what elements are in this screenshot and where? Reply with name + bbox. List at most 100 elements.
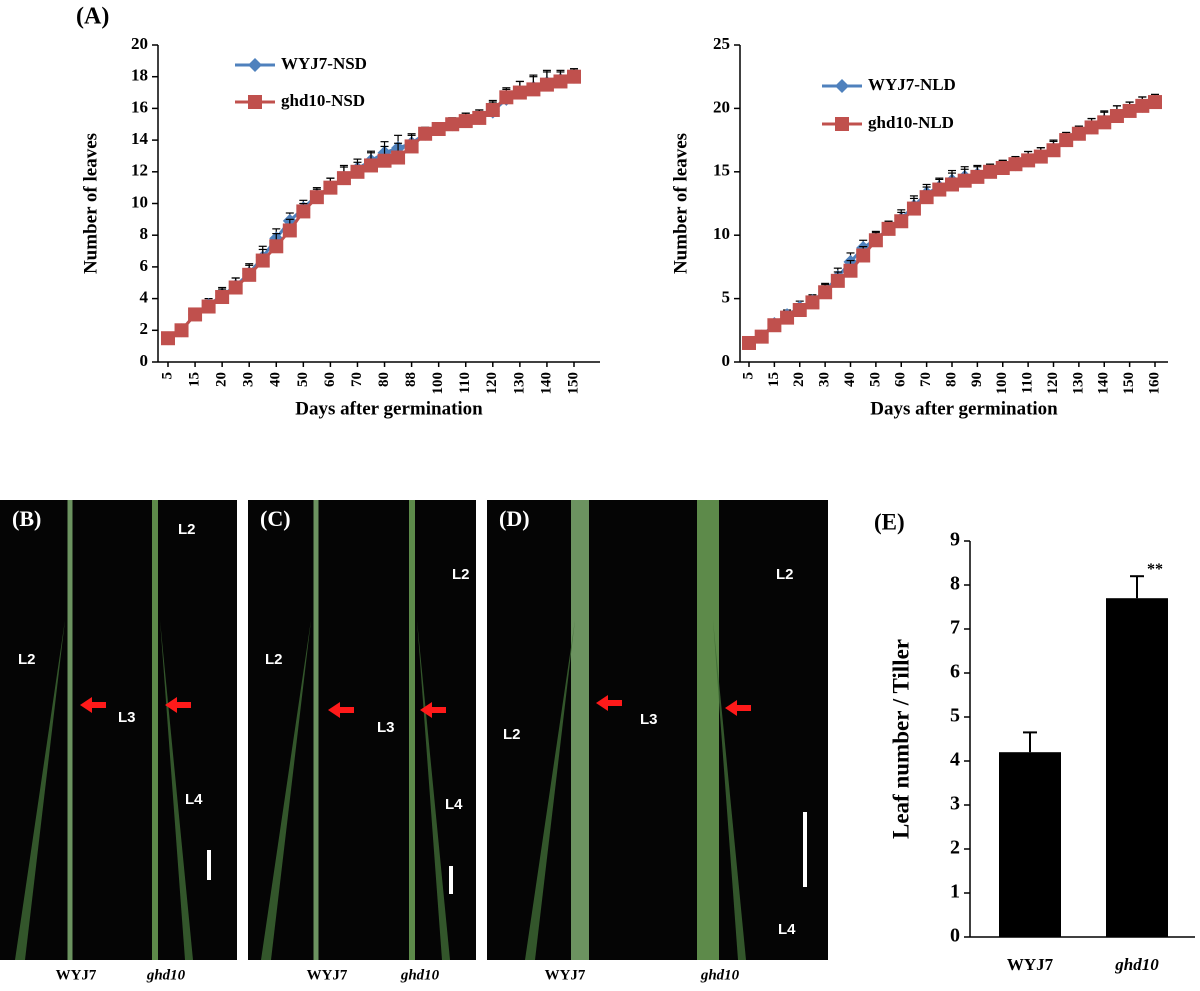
marker: [512, 85, 527, 100]
photo-caption: WYJ7: [545, 967, 586, 983]
y-tick-label: 25: [713, 34, 730, 53]
marker: [1122, 103, 1137, 118]
stem: [697, 500, 719, 960]
marker: [957, 173, 972, 188]
marker: [188, 307, 203, 322]
scale-bar: [207, 850, 211, 880]
leaf-label: L2: [776, 566, 794, 583]
y-tick-label: 6: [140, 256, 149, 275]
x-tick-label: 50: [295, 372, 311, 387]
marker: [161, 331, 175, 346]
x-tick-label: 140: [538, 372, 554, 395]
x-tick-label: 120: [1045, 372, 1061, 395]
marker: [215, 290, 230, 305]
marker: [269, 239, 284, 254]
x-tick-label: 70: [918, 372, 934, 387]
photo-caption: WYJ7: [307, 967, 348, 983]
legend-label: WYJ7-NSD: [281, 54, 367, 73]
x-tick-label: 40: [268, 372, 284, 387]
marker: [742, 335, 756, 350]
arrow: [725, 700, 751, 716]
legend-marker: [248, 58, 262, 72]
marker: [995, 160, 1010, 175]
leaf-label: L2: [452, 566, 470, 583]
marker: [391, 150, 406, 165]
x-tick-label: 110: [1020, 372, 1036, 394]
leaf-label: L4: [445, 796, 463, 813]
marker: [472, 110, 487, 125]
x-tick-label: 140: [1096, 372, 1112, 395]
x-tick-label: 100: [430, 372, 446, 395]
y-tick-label: 15: [713, 161, 730, 180]
marker: [458, 114, 473, 129]
y-tick-label: 12: [131, 161, 148, 180]
marker: [242, 267, 257, 282]
arrow: [80, 697, 106, 713]
scale-bar: [449, 866, 453, 894]
marker: [282, 223, 297, 238]
legend-label: ghd10-NSD: [281, 91, 365, 110]
y-tick-label: 10: [131, 192, 148, 211]
y-tick-label: 16: [131, 97, 148, 116]
y-tick-label: 2: [140, 319, 149, 338]
marker: [539, 77, 554, 92]
leaf-label: L2: [178, 521, 196, 538]
marker: [445, 117, 460, 132]
marker: [881, 221, 896, 236]
y-tick-label: 5: [950, 705, 960, 727]
y-tick-label: 4: [140, 288, 149, 307]
y-tick-label: 0: [950, 925, 960, 947]
y-axis-label: Number of leaves: [80, 133, 101, 274]
x-tick-label: 30: [241, 372, 257, 387]
panel-label: (E): [874, 509, 905, 534]
photo-caption: ghd10: [400, 967, 440, 983]
y-tick-label: 2: [950, 837, 960, 859]
marker: [526, 82, 541, 97]
leaf-label: L4: [778, 921, 796, 938]
x-axis-label: Days after germination: [295, 398, 483, 419]
marker: [983, 164, 998, 179]
x-tick-label: 5: [740, 372, 756, 380]
y-tick-label: 10: [713, 224, 730, 243]
stem: [409, 500, 415, 960]
marker: [350, 164, 365, 179]
leaf-label: L2: [503, 726, 521, 743]
legend-marker: [835, 79, 849, 93]
stem: [67, 500, 73, 960]
y-tick-label: 20: [131, 34, 148, 53]
x-tick-label: 150: [565, 372, 581, 395]
marker: [843, 263, 858, 278]
x-tick-label: 50: [867, 372, 883, 387]
arrow: [165, 697, 191, 713]
x-tick-label: 100: [994, 372, 1010, 395]
x-tick-label: 60: [893, 372, 909, 387]
x-tick-label: 30: [817, 372, 833, 387]
leaf: [417, 620, 450, 960]
panel-label: (B): [12, 506, 41, 531]
y-tick-label: 9: [950, 529, 960, 551]
marker: [868, 233, 883, 248]
marker: [377, 153, 392, 168]
legend-label: ghd10-NLD: [868, 113, 954, 132]
scale-bar: [803, 812, 807, 887]
marker: [1008, 157, 1023, 172]
x-axis-label: Days after germination: [870, 398, 1058, 419]
x-tick-label: 88: [403, 372, 419, 387]
leaf-label: L2: [18, 651, 36, 668]
bar: [999, 752, 1061, 937]
marker: [323, 180, 338, 195]
marker: [553, 74, 568, 89]
photo: [0, 500, 237, 960]
x-tick-label: WYJ7: [1007, 955, 1054, 974]
leaf: [525, 620, 575, 960]
x-tick-label: 15: [766, 372, 782, 387]
x-tick-label: 60: [322, 372, 338, 387]
photo-caption: ghd10: [700, 967, 740, 983]
marker: [1033, 149, 1048, 164]
marker: [1071, 126, 1086, 141]
marker: [174, 323, 189, 338]
x-tick-label: 110: [457, 372, 473, 394]
marker: [485, 102, 500, 117]
leaf: [713, 620, 746, 960]
